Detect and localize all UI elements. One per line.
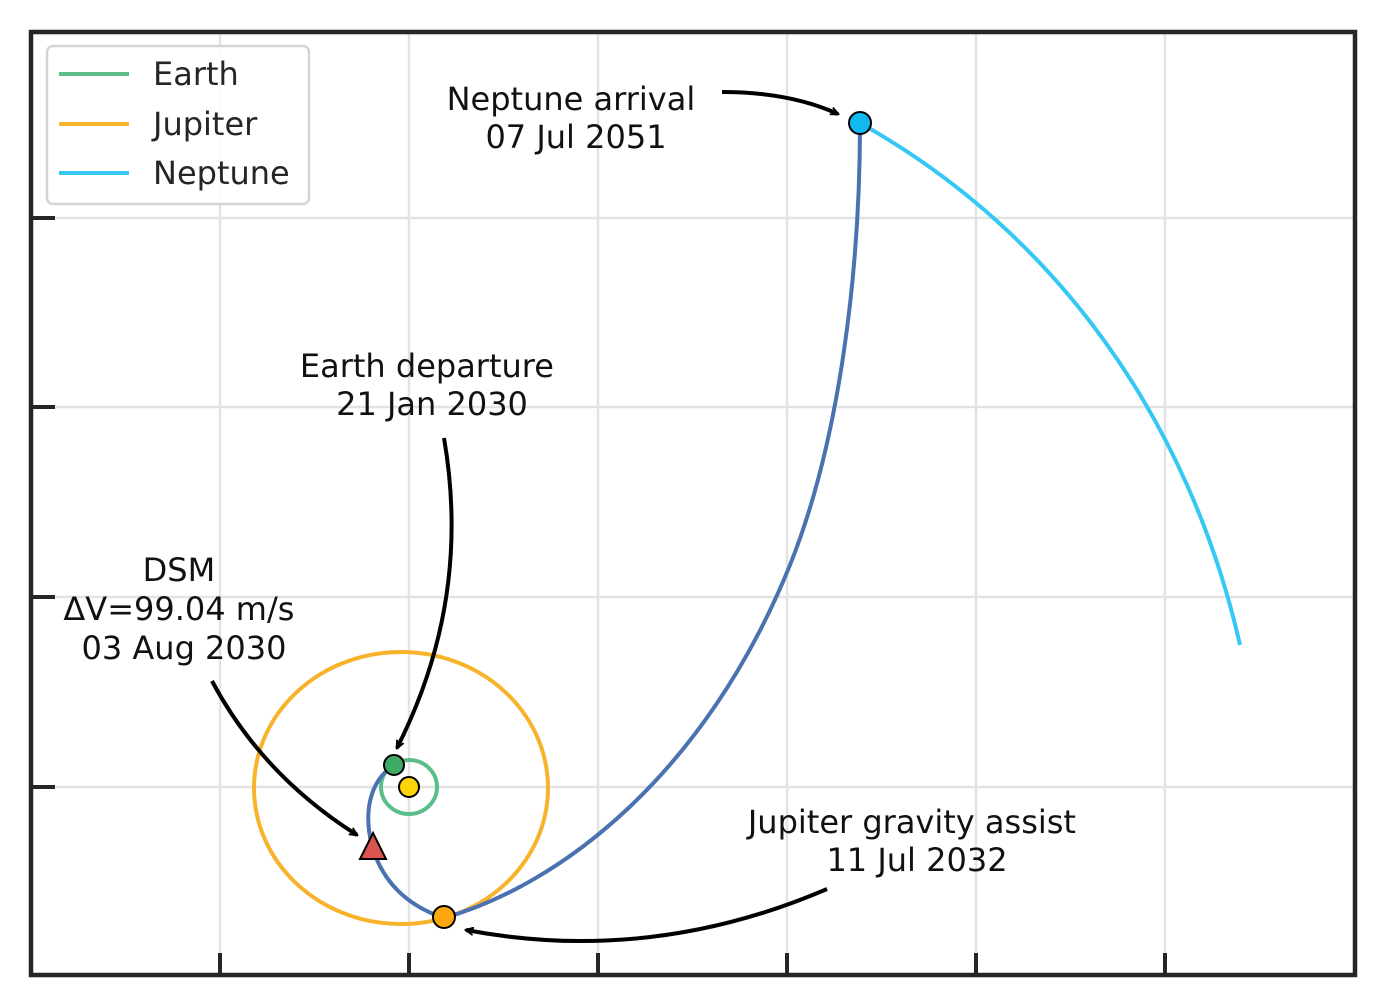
plot-frame xyxy=(28,29,1358,978)
axis-ticks xyxy=(31,216,1167,975)
jupiter-flyby-arrow xyxy=(466,887,828,944)
legend: Earth Jupiter Neptune xyxy=(45,44,311,206)
jupiter-flyby-date: 11 Jul 2032 xyxy=(826,841,1007,879)
jupiter-orbit xyxy=(252,650,550,926)
jupiter-flyby-label: Jupiter gravity assist 11 Jul 2032 xyxy=(746,803,1086,879)
jupiter-flyby-title: Jupiter gravity assist xyxy=(746,803,1076,841)
dsm-delta-v: ΔV=99.04 m/s xyxy=(63,590,294,628)
neptune-arrival-marker xyxy=(848,111,872,135)
earth-departure-label: Earth departure 21 Jan 2030 xyxy=(300,347,564,423)
dsm-label: DSM ΔV=99.04 m/s 03 Aug 2030 xyxy=(63,551,304,667)
neptune-arrival-arrow xyxy=(721,90,838,116)
neptune-arrival-title: Neptune arrival xyxy=(447,80,696,118)
earth-departure-title: Earth departure xyxy=(300,347,554,385)
neptune-arrival-label: Neptune arrival 07 Jul 2051 xyxy=(447,80,706,156)
dsm-date: 03 Aug 2030 xyxy=(82,629,287,667)
jupiter-flyby-marker xyxy=(432,905,456,929)
earth-departure-date: 21 Jan 2030 xyxy=(336,385,528,423)
dsm-title: DSM xyxy=(143,551,216,589)
neptune-arrival-date: 07 Jul 2051 xyxy=(485,118,666,156)
dsm-marker xyxy=(358,830,388,860)
legend-label-jupiter: Jupiter xyxy=(151,105,258,143)
earth-departure-marker xyxy=(383,754,405,776)
neptune-orbit-arc xyxy=(859,121,1242,646)
legend-label-neptune: Neptune xyxy=(153,154,290,192)
legend-box xyxy=(45,44,311,206)
earth-departure-arrow xyxy=(395,437,454,748)
grid xyxy=(31,32,1355,975)
dsm-arrow xyxy=(210,680,357,837)
sun-marker xyxy=(398,776,420,798)
legend-label-earth: Earth xyxy=(153,55,239,93)
earth-orbit xyxy=(379,758,439,816)
